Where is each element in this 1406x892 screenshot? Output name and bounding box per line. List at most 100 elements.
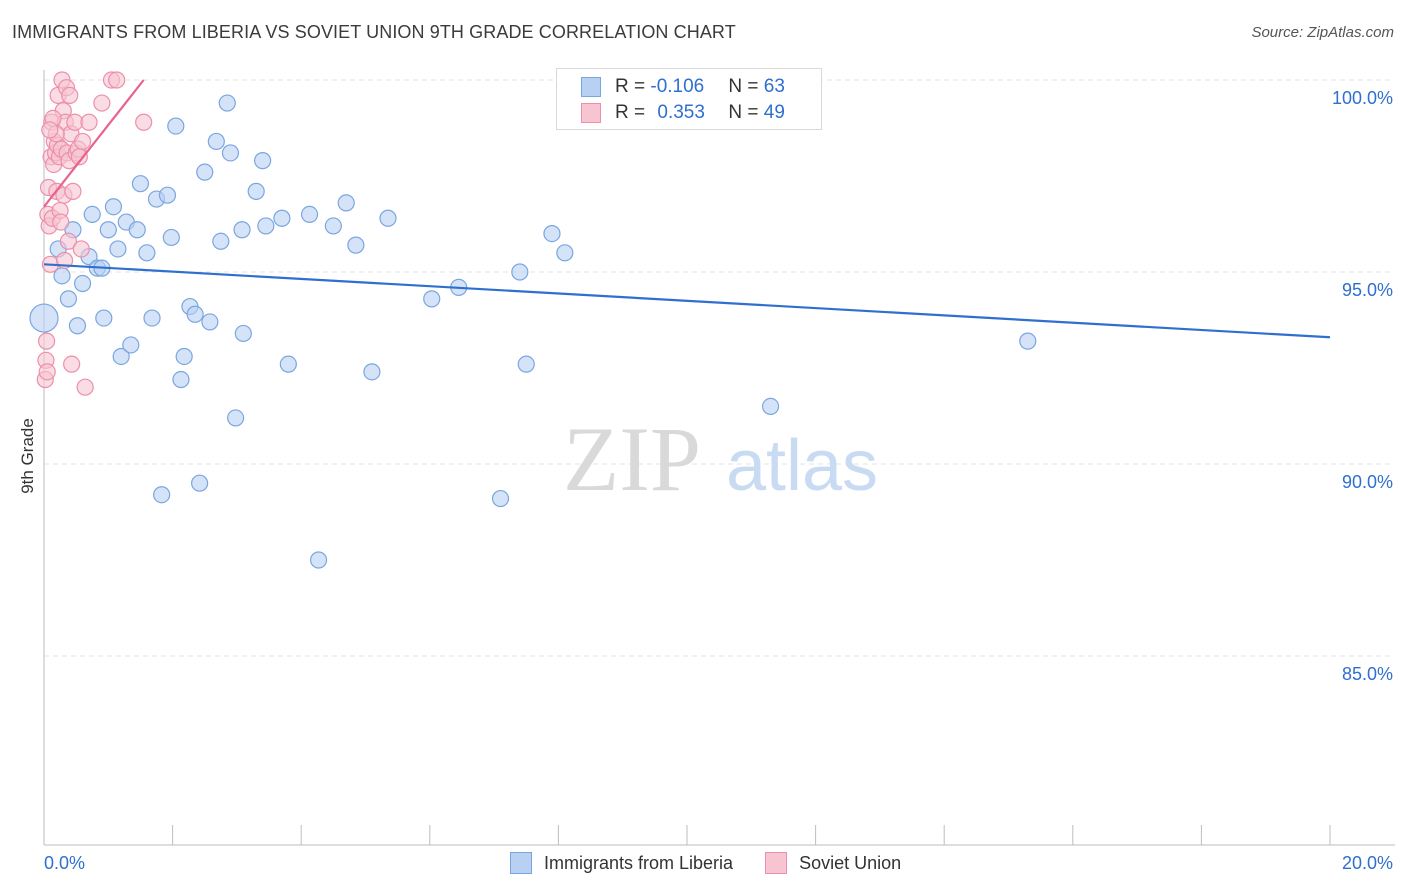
liberia-point: [138, 244, 156, 262]
liberia-point: [207, 132, 225, 151]
x-tick-label: 0.0%: [44, 853, 85, 873]
y-tick-label: 85.0%: [1342, 664, 1393, 684]
liberia-point: [511, 263, 529, 281]
liberia-point: [99, 221, 117, 239]
liberia-point: [363, 363, 381, 381]
soviet-point: [73, 132, 92, 151]
liberia-point: [556, 244, 574, 262]
liberia-point: [59, 290, 78, 308]
legend-r-value: -0.106: [650, 76, 705, 97]
series-legend-soviet: Soviet Union: [765, 852, 901, 874]
liberia-point: [347, 236, 365, 254]
legend-row-soviet: R = 0.353 N = 49: [581, 100, 785, 126]
soviet-point: [61, 86, 79, 104]
soviet-point: [135, 113, 153, 131]
soviet-point: [93, 94, 111, 112]
liberia-point: [68, 317, 87, 335]
liberia-point: [131, 175, 150, 193]
y-tick-label: 95.0%: [1342, 280, 1393, 300]
series-label-soviet: Soviet Union: [799, 852, 902, 873]
trend-lines: [43, 79, 1331, 339]
liberia-point: [761, 397, 780, 415]
series-legend-liberia: Immigrants from Liberia: [510, 852, 733, 874]
liberia-point: [122, 336, 140, 354]
liberia-point: [254, 152, 272, 170]
series-swatch-blue: [510, 852, 532, 874]
soviet-trend-line: [43, 79, 145, 208]
legend-n-label: N =: [728, 76, 764, 97]
liberia-point: [83, 205, 101, 223]
liberia-point: [309, 551, 328, 569]
liberia-point: [423, 290, 441, 308]
liberia-point: [73, 274, 92, 293]
y-axis-label: 9th Grade: [18, 418, 37, 494]
liberia-point: [1019, 332, 1037, 350]
liberia-point: [153, 486, 171, 504]
liberia-point: [227, 409, 245, 427]
liberia-point: [196, 163, 214, 181]
liberia-point: [247, 182, 265, 200]
legend-n-label: N =: [728, 102, 764, 123]
liberia-point: [175, 347, 193, 366]
soviet-point: [76, 378, 94, 396]
liberia-point: [172, 370, 190, 389]
liberia-point: [104, 198, 123, 216]
liberia-point: [191, 474, 209, 492]
soviet-point: [72, 240, 90, 258]
liberia-point: [324, 217, 342, 235]
y-tick-label: 90.0%: [1342, 472, 1393, 492]
soviet-point: [108, 71, 126, 89]
source-label: Source: ZipAtlas.com: [1251, 24, 1394, 41]
soviet-point: [41, 121, 59, 139]
liberia-point: [257, 217, 275, 235]
liberia-point: [109, 240, 127, 258]
liberia-trend-line: [43, 263, 1331, 339]
liberia-point: [543, 225, 561, 243]
liberia-point: [218, 94, 236, 112]
liberia-point: [273, 209, 291, 227]
liberia-point: [201, 313, 219, 331]
legend-n-value: 63: [763, 76, 785, 97]
legend-r-label: R =: [615, 76, 651, 97]
soviet-point: [59, 232, 78, 250]
liberia-point: [221, 144, 240, 162]
soviet-point: [52, 213, 70, 231]
liberia-point: [29, 303, 59, 333]
soviet-point: [80, 113, 98, 131]
liberia-point: [128, 221, 146, 239]
chart-title: IMMIGRANTS FROM LIBERIA VS SOVIET UNION …: [12, 22, 736, 42]
liberia-point: [186, 305, 204, 323]
watermark-zip: ZIP: [563, 408, 701, 510]
x-tick-label: 20.0%: [1342, 853, 1393, 873]
liberia-point: [162, 228, 180, 247]
liberia-point: [337, 194, 355, 212]
grid-lines: [44, 79, 1395, 657]
legend-n-value: 49: [763, 102, 785, 123]
data-points: [29, 71, 1037, 569]
legend-row-liberia: R = -0.106 N = 63: [581, 74, 785, 100]
soviet-point: [63, 355, 81, 373]
liberia-point: [212, 232, 230, 250]
tick-labels: 100.0% 95.0% 90.0% 85.0% 0.0% 20.0%: [44, 88, 1393, 873]
soviet-point: [64, 182, 82, 200]
series-label-liberia: Immigrants from Liberia: [544, 852, 734, 873]
liberia-point: [491, 489, 510, 508]
y-tick-label: 100.0%: [1332, 88, 1393, 108]
liberia-point: [279, 355, 297, 373]
liberia-point: [379, 209, 397, 227]
legend-swatch-pink: [581, 103, 601, 123]
soviet-point: [37, 332, 56, 350]
correlation-legend: R = -0.106 N = 63 R = 0.353 N = 49: [556, 68, 822, 130]
watermark-atlas: atlas: [726, 426, 878, 506]
series-swatch-pink: [765, 852, 788, 874]
legend-r-label: R =: [615, 102, 651, 123]
liberia-point: [112, 347, 130, 366]
soviet-point: [38, 363, 56, 381]
liberia-point: [143, 309, 161, 327]
liberia-point: [517, 355, 535, 373]
liberia-point: [158, 186, 177, 204]
legend-swatch-blue: [581, 77, 601, 97]
liberia-point: [167, 117, 185, 135]
axes: [43, 70, 1395, 846]
